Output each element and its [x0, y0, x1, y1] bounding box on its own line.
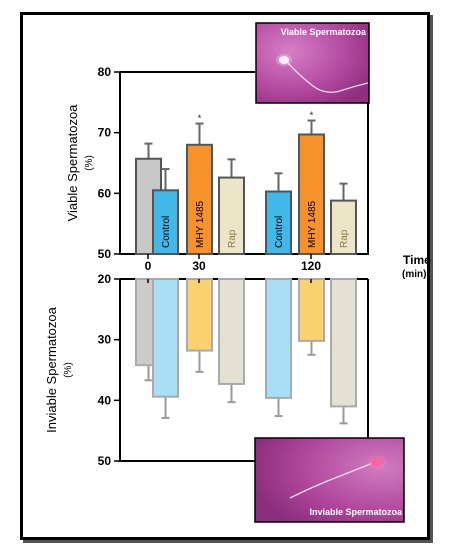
viable-bar: [265, 190, 292, 256]
viable-y-tick-label: 60: [98, 186, 112, 200]
inviable-bar: [265, 278, 292, 399]
viable-y-tick-label: 70: [98, 126, 112, 140]
inviable-y-axis-unit: (%): [63, 362, 74, 378]
inviable-bar: [330, 278, 357, 408]
time-tick-label: 0: [145, 259, 152, 273]
inviable-bar: [152, 278, 179, 398]
viable-bar: [152, 189, 179, 256]
bar-label: Rap: [227, 229, 238, 248]
bar-label: Rap: [339, 229, 350, 248]
viable-bar: [298, 133, 325, 255]
viable-y-tick-label: 50: [98, 247, 112, 261]
inviable-spermatozoa-image: Inviable Spermatozoa: [254, 437, 405, 523]
viable-bar: [218, 176, 245, 255]
time-axis-label: Time: [403, 253, 431, 267]
viable-y-axis-label: Viable Spermatozoa: [65, 104, 80, 222]
viable-bar: [330, 199, 357, 255]
inviable-y-axis-label: Inviable Spermatozoa: [44, 306, 59, 433]
viable-bar: [186, 143, 213, 255]
inviable-bar: [186, 278, 213, 352]
inviable-y-tick-label: 20: [98, 272, 112, 286]
viable-spermatozoa-image: Viable Spermatozoa: [255, 22, 370, 104]
bar-label: Control: [161, 216, 172, 248]
inviable-y-tick-label: 50: [98, 454, 112, 468]
bar-label: Control: [274, 216, 285, 248]
significance-marker: *: [310, 111, 314, 122]
figure-frame: [20, 12, 430, 540]
significance-marker: *: [198, 114, 202, 125]
inviable-y-tick-label: 40: [98, 393, 112, 407]
viable-y-tick-label: 80: [98, 65, 112, 79]
inviable-image-caption: Inviable Spermatozoa: [309, 507, 403, 517]
time-tick-label: 30: [192, 259, 206, 273]
viable-y-axis-unit: (%): [84, 155, 95, 171]
time-tick-label: 120: [301, 259, 321, 273]
time-axis-unit: (min): [402, 269, 426, 280]
bar-label: MHY 1485: [307, 200, 318, 248]
viable-image-caption: Viable Spermatozoa: [281, 27, 367, 37]
inviable-y-tick-label: 30: [98, 333, 112, 347]
inviable-bar: [218, 278, 245, 385]
bar-label: MHY 1485: [195, 200, 206, 248]
inviable-bar: [298, 278, 325, 342]
